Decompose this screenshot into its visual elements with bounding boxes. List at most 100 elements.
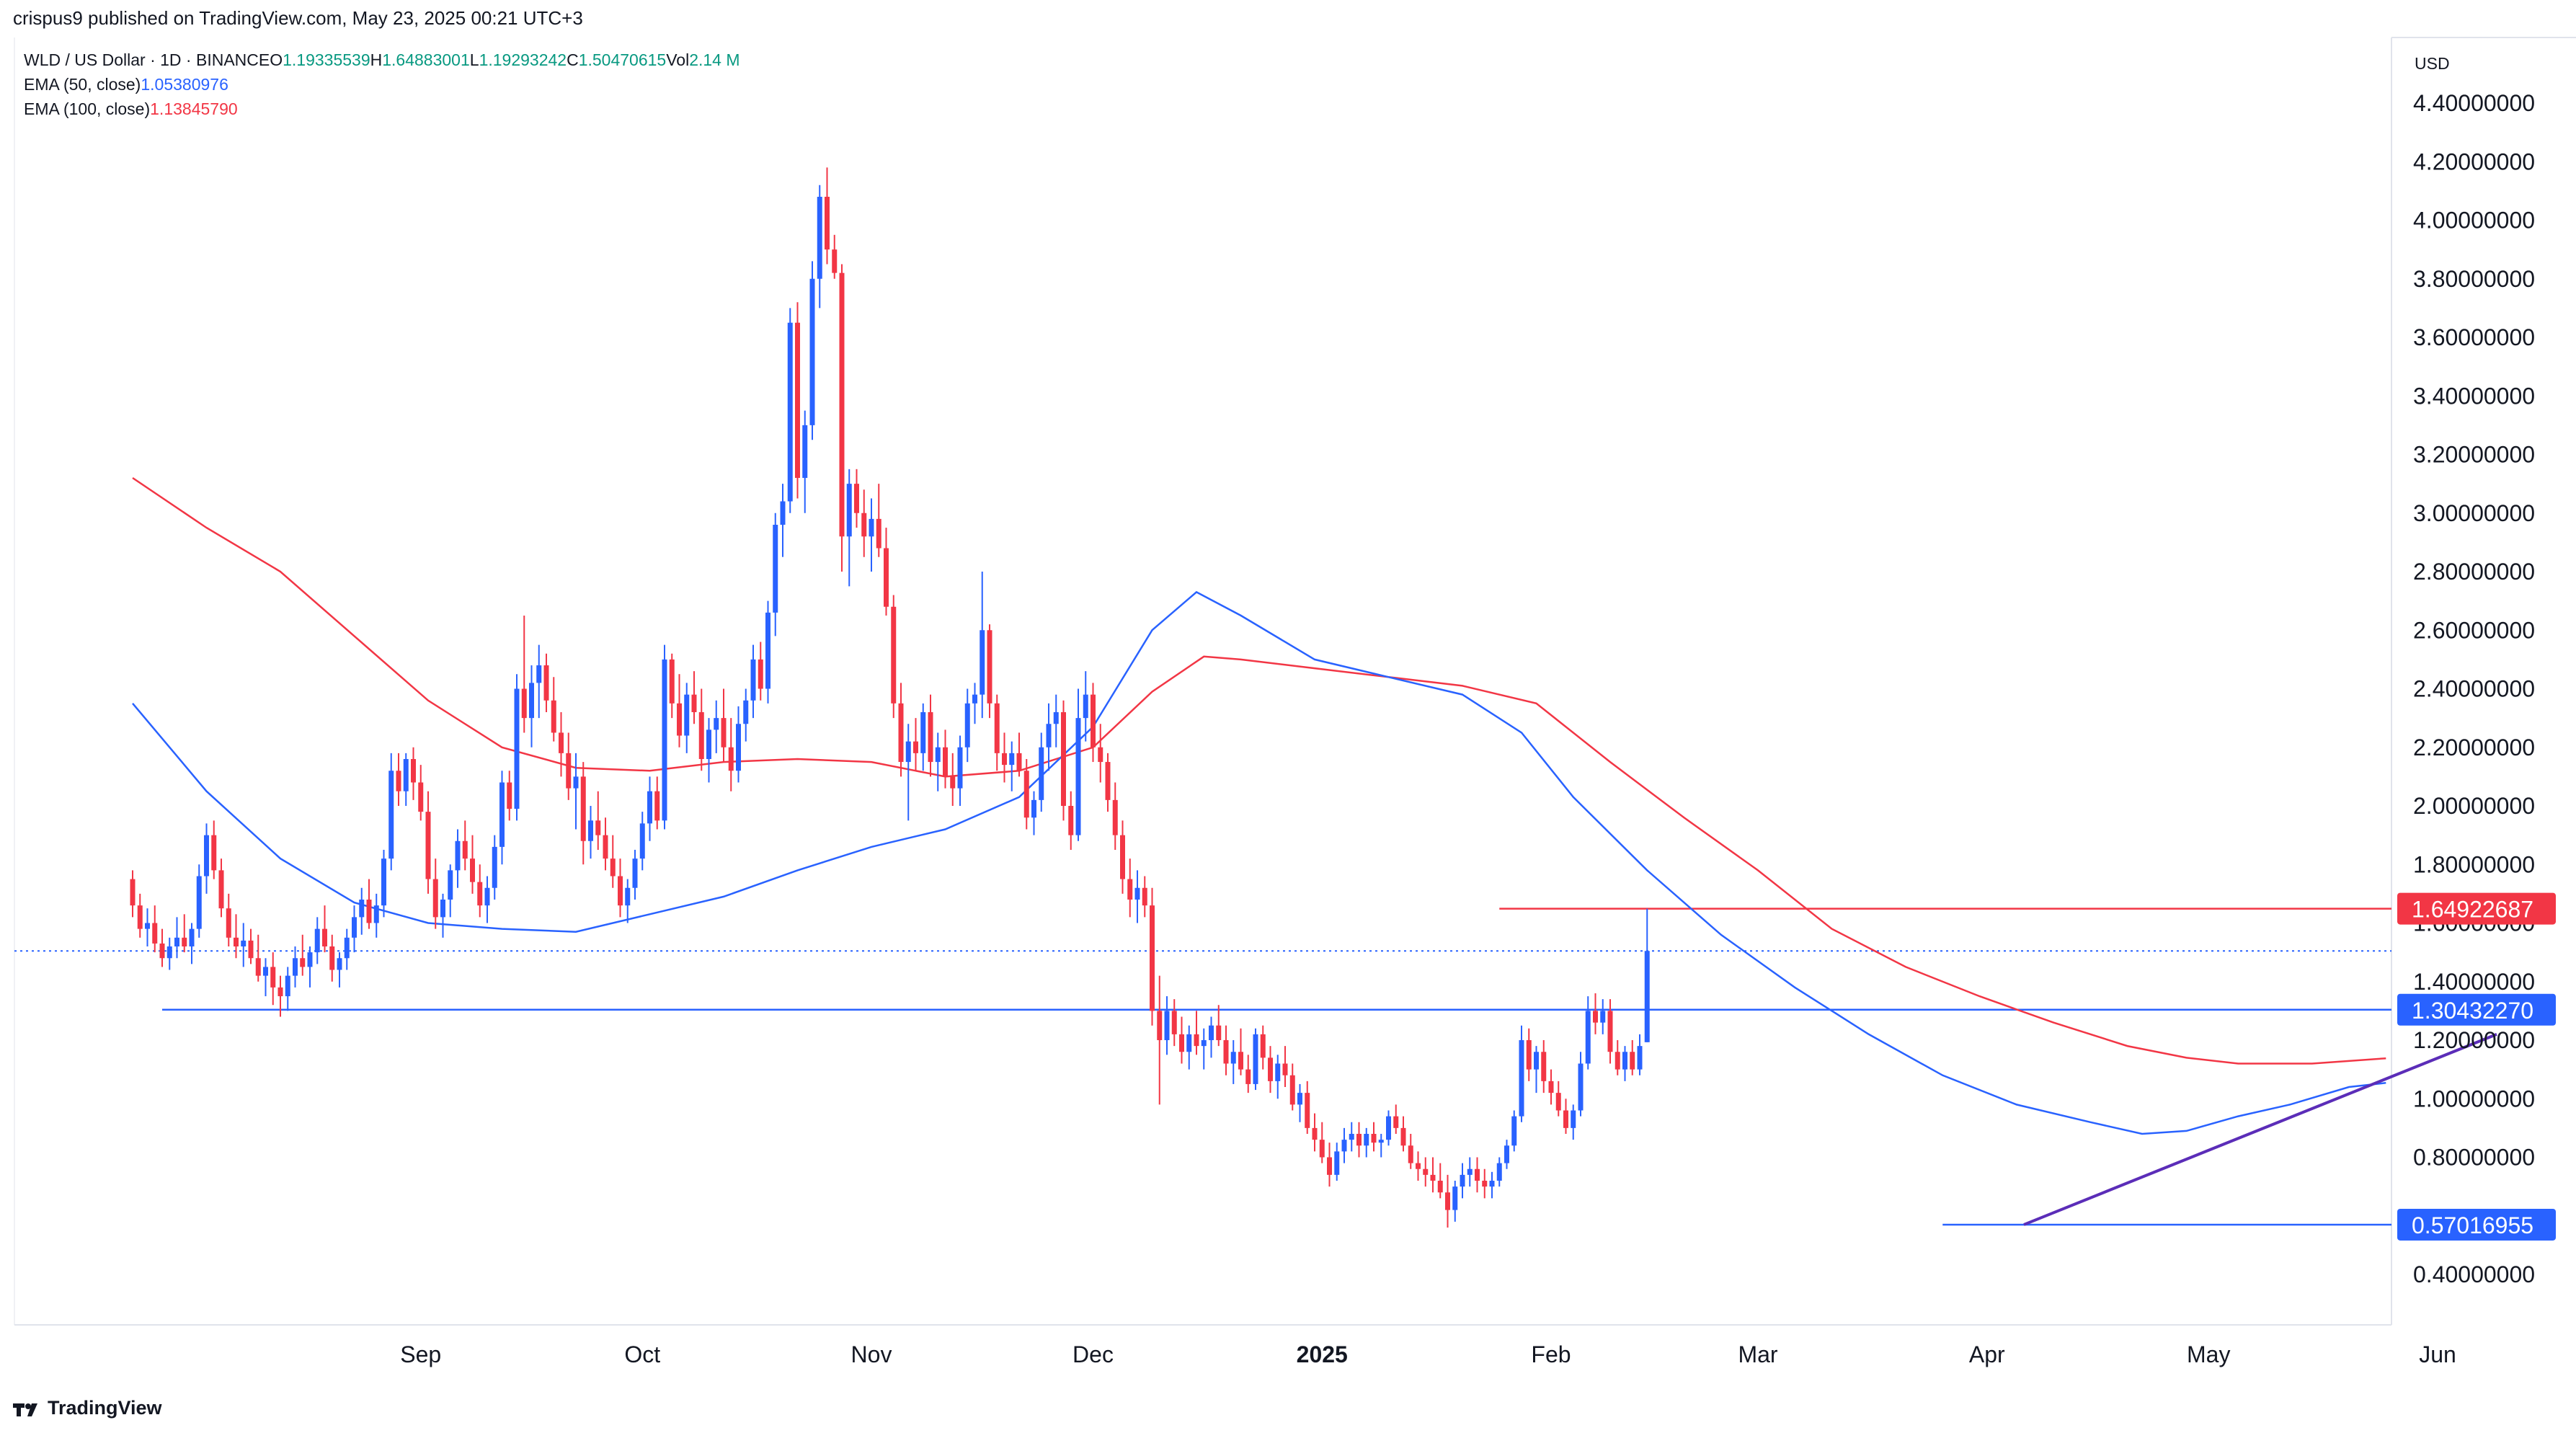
candle-body [1171, 1011, 1177, 1034]
candle-body [130, 879, 136, 906]
candle-body [787, 322, 793, 502]
publisher-line: crispus9 published on TradingView.com, M… [13, 7, 583, 29]
y-tick-label: 2.60000000 [2413, 617, 2535, 643]
candle [1496, 1157, 1502, 1187]
candle [411, 747, 416, 800]
candle [307, 946, 313, 988]
candle [403, 753, 409, 806]
candle-body [825, 197, 830, 250]
y-tick-label: 2.80000000 [2413, 559, 2535, 585]
candle [1541, 1040, 1547, 1093]
candle [1364, 1127, 1369, 1158]
candle-body [204, 835, 209, 877]
candle [1349, 1122, 1354, 1152]
candle-body [1023, 771, 1029, 818]
candle-body [677, 703, 682, 736]
candle [381, 849, 386, 918]
candle-body [1098, 747, 1103, 763]
y-tick-label: 3.40000000 [2413, 383, 2535, 409]
candle [913, 718, 918, 771]
candle [846, 469, 852, 587]
candle [536, 644, 542, 719]
chart-legend: WLD / US Dollar · 1D · BINANCE O 1.19335… [24, 48, 740, 121]
candle-body [1009, 753, 1015, 766]
candle-body [462, 840, 468, 859]
legend-ema100-row[interactable]: EMA (100, close) 1.13845790 [24, 97, 740, 121]
candle-body [994, 703, 1000, 753]
tradingview-logo[interactable]: TradingView [13, 1397, 162, 1419]
candle [935, 732, 941, 791]
candle-body [1400, 1127, 1406, 1146]
candle-body [411, 759, 416, 783]
candle [669, 653, 675, 719]
candle-body [1216, 1025, 1222, 1040]
candle [1282, 1046, 1288, 1087]
legend-ema50-row[interactable]: EMA (50, close) 1.05380976 [24, 72, 740, 97]
candle-body [691, 694, 697, 712]
legend-close-value: 1.50470615 [578, 50, 667, 69]
candle-body [1504, 1145, 1509, 1163]
candle-body [618, 876, 623, 906]
candle [632, 849, 638, 900]
candle [1489, 1171, 1495, 1199]
candle-body [1157, 1011, 1163, 1040]
price-label: 0.57016955 [2397, 1208, 2556, 1241]
candle [514, 674, 520, 821]
price-axis: USD 0.40000000 0.80000000 1.00000000 1.20000… [2413, 54, 2535, 1287]
candle-body [1496, 1163, 1502, 1181]
candle-body [344, 937, 350, 959]
candle-body [218, 870, 224, 909]
legend-symbol[interactable]: WLD / US Dollar · 1D · BINANCE [24, 50, 270, 69]
candle [1023, 759, 1029, 830]
candle-body [432, 879, 438, 918]
candle-body [832, 249, 838, 273]
candle [1452, 1181, 1458, 1222]
candle-body [196, 876, 202, 929]
candle-body [300, 958, 306, 967]
candle [1327, 1143, 1332, 1187]
candle-body [987, 630, 992, 704]
candle [721, 688, 727, 763]
candle [1534, 1046, 1539, 1093]
candle-body [913, 741, 918, 753]
candle [1511, 1110, 1517, 1152]
price-label: 1.30432270 [2397, 993, 2556, 1026]
candle [1105, 753, 1111, 812]
candle-body [802, 425, 808, 478]
candle-body [1644, 951, 1650, 1042]
candle [1386, 1110, 1391, 1146]
candle-body [381, 859, 386, 906]
candle-body [1253, 1034, 1258, 1084]
candle [787, 308, 793, 513]
candle [462, 820, 468, 871]
candle [492, 835, 497, 900]
legend-low-key: L [469, 50, 479, 69]
candle-body [972, 694, 977, 704]
candle [1555, 1081, 1561, 1117]
candle [869, 498, 874, 572]
candle-body [1593, 1011, 1598, 1023]
candle [698, 688, 704, 771]
candle-body [869, 518, 874, 537]
candle-body [166, 946, 172, 959]
candle [980, 572, 985, 719]
y-tick-label: 0.80000000 [2413, 1145, 2535, 1171]
candle [595, 791, 601, 850]
candle-body [714, 718, 719, 730]
candle-body [639, 823, 645, 859]
candle [373, 893, 379, 938]
candle [1186, 1025, 1192, 1070]
candle-body [1607, 1011, 1613, 1052]
candle-body [1526, 1040, 1532, 1070]
legend-ema50-label: EMA (50, close) [24, 75, 141, 94]
candle-body [293, 958, 298, 976]
candle [662, 644, 667, 830]
candle [1157, 975, 1163, 1105]
candle [1319, 1122, 1325, 1163]
candle [1312, 1113, 1318, 1152]
candle-body [536, 665, 542, 683]
candle-body [337, 958, 342, 970]
candle [1275, 1055, 1281, 1099]
candle [618, 859, 623, 918]
